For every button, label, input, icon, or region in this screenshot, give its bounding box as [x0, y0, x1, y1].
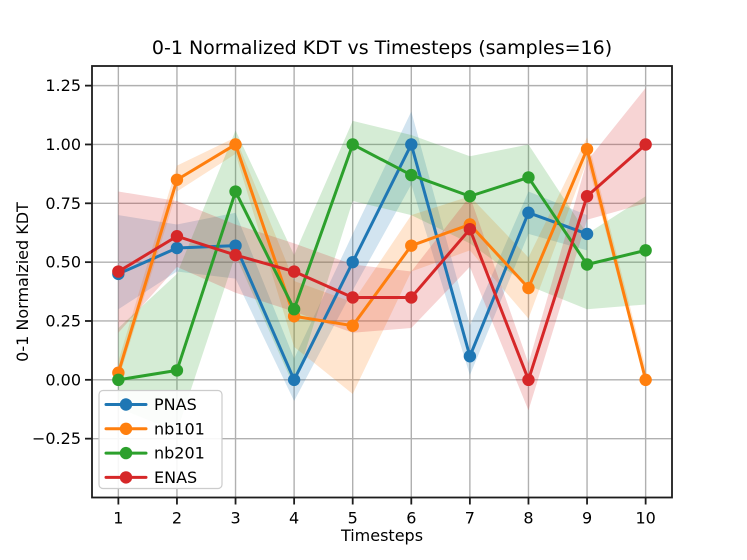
- band-enas: [118, 87, 646, 411]
- x-tick-label: 8: [523, 509, 533, 528]
- data-point-enas: [287, 265, 301, 278]
- data-point-nb201: [112, 373, 125, 387]
- x-tick-label: 9: [582, 509, 592, 528]
- data-point-enas: [405, 291, 418, 304]
- band-nb101: [118, 137, 646, 394]
- series-pnas: [112, 138, 594, 387]
- data-point-pnas: [170, 241, 184, 255]
- data-point-pnas: [346, 255, 359, 269]
- x-tick-label: 3: [230, 509, 240, 528]
- data-point-enas: [112, 265, 125, 278]
- legend: PNAS nb101 nb201 ENAS: [98, 389, 223, 490]
- legend-marker: [119, 471, 133, 484]
- legend-box: [98, 389, 223, 490]
- data-point-pnas: [229, 239, 242, 252]
- y-tick-label: 1.25: [45, 76, 81, 95]
- x-tick-label: 4: [289, 509, 299, 528]
- legend-item-nb101: nb101: [104, 419, 205, 438]
- data-point-nb201: [287, 303, 301, 316]
- legend-item-pnas: PNAS: [104, 395, 197, 414]
- data-point-nb101: [405, 239, 418, 252]
- y-tick-label: 0.25: [45, 311, 81, 330]
- data-point-nb101: [522, 281, 535, 295]
- data-point-nb201: [405, 168, 418, 182]
- data-point-pnas: [580, 227, 594, 241]
- legend-marker: [119, 446, 133, 460]
- data-point-nb101: [229, 138, 242, 151]
- x-tick-label: 5: [348, 509, 358, 528]
- chart-title: 0-1 Normalized KDT vs Timesteps (samples…: [152, 37, 612, 59]
- series-enas: [112, 138, 652, 387]
- data-point-pnas: [287, 373, 301, 387]
- x-tick-label: 6: [406, 509, 416, 528]
- data-point-nb201: [580, 258, 594, 271]
- y-axis-label: 0-1 Normalzied KDT: [13, 202, 32, 362]
- y-tick-label: 0.75: [45, 194, 81, 213]
- y-tick-label: 1.00: [45, 135, 81, 154]
- data-point-enas: [463, 222, 477, 236]
- legend-label: nb201: [154, 444, 205, 463]
- y-tick-label: 0.00: [45, 370, 81, 389]
- legend-label: ENAS: [154, 468, 197, 487]
- x-axis-label: Timesteps: [340, 526, 423, 545]
- legend-marker: [119, 422, 133, 435]
- series-line-enas: [116, 142, 648, 382]
- data-point-nb101: [639, 373, 652, 387]
- series-line-nb201: [116, 142, 648, 382]
- data-point-nb201: [170, 364, 184, 377]
- data-point-enas: [346, 291, 359, 304]
- data-point-nb201: [463, 190, 477, 203]
- data-point-nb101: [580, 142, 594, 156]
- plot-area: 1 2 3 4 5 6 7 8 9 10 −0.25 0.00 0.25 0.50 0.75 1.00 1.25…: [32, 65, 673, 528]
- data-point-nb201: [229, 185, 242, 198]
- y-tick-label: −0.25: [32, 429, 81, 448]
- data-point-pnas: [405, 138, 418, 151]
- data-point-enas: [639, 138, 652, 151]
- series-nb201: [112, 138, 652, 387]
- data-point-enas: [229, 248, 242, 262]
- data-point-enas: [522, 373, 535, 387]
- data-point-pnas: [522, 206, 535, 219]
- x-tick-label: 7: [465, 509, 475, 528]
- legend-label: nb101: [154, 419, 205, 438]
- ticks: 1 2 3 4 5 6 7 8 9 10 −0.25 0.00 0.25 0.50 0.75 1.00 1.25: [32, 76, 656, 527]
- x-tick-label: 10: [635, 509, 655, 528]
- data-point-nb201: [346, 138, 359, 151]
- data-point-nb101: [170, 173, 184, 186]
- legend-marker: [119, 398, 133, 411]
- legend-item-enas: ENAS: [104, 468, 197, 487]
- legend-label: PNAS: [154, 395, 197, 414]
- legend-item-nb201: nb201: [104, 444, 205, 463]
- y-tick-label: 0.50: [45, 253, 81, 272]
- data-point-enas: [170, 230, 184, 243]
- x-tick-label: 2: [172, 509, 182, 528]
- data-point-enas: [580, 190, 594, 203]
- data-point-nb101: [346, 319, 359, 332]
- data-point-nb201: [522, 171, 535, 184]
- x-tick-label: 1: [113, 509, 123, 528]
- band-nb201: [118, 120, 646, 432]
- data-point-nb201: [639, 244, 652, 257]
- axes-spines: [91, 65, 673, 499]
- data-point-pnas: [463, 350, 477, 363]
